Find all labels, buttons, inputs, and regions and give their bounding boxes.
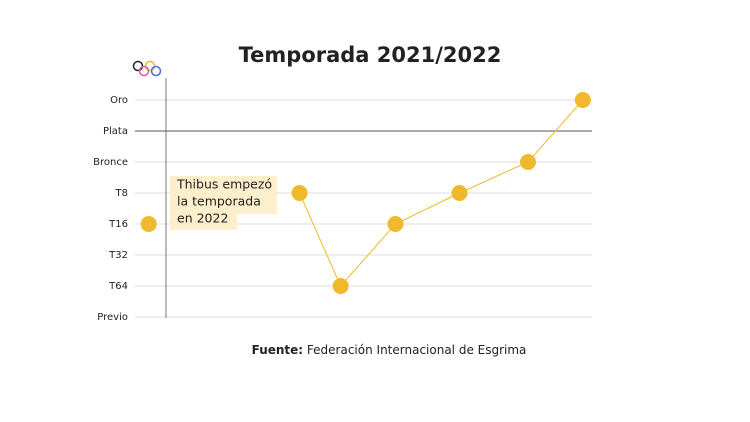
y-tick-label: T32 bbox=[108, 250, 128, 261]
annotation-text: la temporada bbox=[177, 194, 261, 209]
olympic-rings bbox=[132, 60, 162, 77]
chart-title: Temporada 2021/2022 bbox=[239, 43, 502, 67]
annotation-box bbox=[170, 212, 237, 230]
point bbox=[140, 216, 157, 232]
annotation-text: Thibus empezó bbox=[176, 177, 272, 192]
source: Fuente: Federación Internacional de Esgr… bbox=[252, 343, 527, 357]
source-text: Federación Internacional de Esgrima bbox=[307, 343, 526, 357]
point bbox=[574, 92, 591, 108]
y-tick-label: T64 bbox=[108, 281, 128, 292]
point bbox=[520, 154, 537, 170]
line bbox=[299, 99, 584, 287]
point bbox=[332, 278, 349, 294]
y-tick-label: T16 bbox=[108, 219, 128, 230]
y-tick-label: Plata bbox=[103, 126, 128, 137]
point bbox=[291, 185, 308, 201]
y-tick-label: T8 bbox=[115, 188, 128, 199]
annotation-text: en 2022 bbox=[177, 211, 228, 226]
y-tick-label: Oro bbox=[110, 95, 128, 106]
annotation: Thibus empezó la temporada en 2022 bbox=[170, 176, 277, 230]
point bbox=[387, 216, 404, 232]
point bbox=[451, 185, 468, 201]
y-tick-label: Previo bbox=[97, 312, 128, 323]
y-tick-label: Bronce bbox=[93, 157, 128, 168]
annotation-box bbox=[170, 176, 277, 214]
source-label: Fuente: bbox=[252, 343, 304, 357]
